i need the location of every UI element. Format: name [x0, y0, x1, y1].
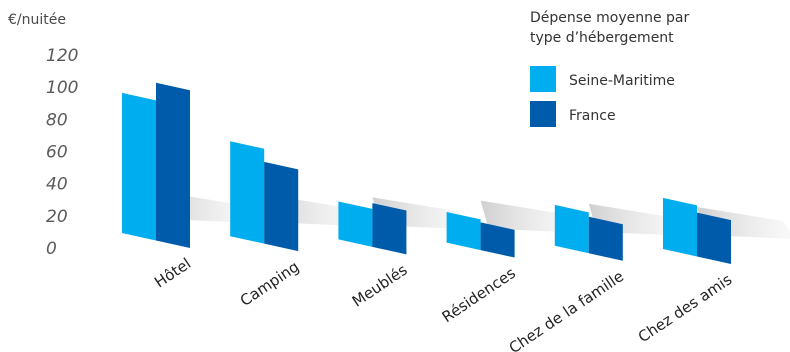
bar-france-chez-de-la-famille: [588, 216, 623, 261]
legend-title-line-1: Dépense moyenne par: [530, 10, 690, 26]
bar-seine-maritime-chez-des-amis: [663, 197, 697, 257]
legend-label-seine-maritime: Seine-Maritime: [569, 73, 675, 89]
y-tick-label: 120: [46, 46, 78, 66]
bar-france-hotel: [156, 82, 190, 248]
y-tick-label: 80: [46, 110, 68, 130]
bar-seine-maritime-residences: [446, 211, 481, 251]
y-tick-label: 60: [46, 143, 68, 163]
bar-france-chez-des-amis: [697, 212, 731, 264]
category-label-meubles: Meublés: [349, 261, 411, 311]
y-tick-label: 100: [46, 78, 78, 98]
bar-france-residences: [480, 222, 515, 258]
y-tick-label: 40: [46, 175, 68, 195]
category-label-chez-de-la-famille: Chez de la famille: [506, 267, 627, 352]
legend-title-line-2: type d’hébergement: [530, 30, 674, 46]
bars: [122, 82, 731, 264]
legend-swatch-france: [530, 101, 556, 127]
bar-seine-maritime-meubles: [338, 201, 373, 247]
bar-france-meubles: [372, 203, 407, 255]
y-axis-ticks: 0 20 40 60 80 100 120: [46, 46, 78, 259]
bar-seine-maritime-camping: [230, 141, 265, 244]
category-label-hotel: Hôtel: [151, 254, 194, 291]
category-label-chez-des-amis: Chez des amis: [635, 270, 736, 346]
y-tick-label: 0: [46, 239, 57, 259]
legend: Dépense moyenne par type d’hébergement S…: [530, 10, 690, 127]
bar-france-camping: [264, 161, 299, 252]
legend-swatch-seine-maritime: [530, 66, 556, 92]
bar-seine-maritime-chez-de-la-famille: [554, 204, 589, 254]
bar-shadow-residences: [480, 200, 579, 233]
y-axis-label: €/nuitée: [8, 12, 66, 28]
bar-seine-maritime-hotel: [122, 92, 156, 241]
category-label-residences: Résidences: [439, 264, 519, 326]
category-label-camping: Camping: [237, 258, 303, 310]
y-tick-label: 20: [46, 207, 68, 227]
legend-label-france: France: [569, 108, 616, 124]
